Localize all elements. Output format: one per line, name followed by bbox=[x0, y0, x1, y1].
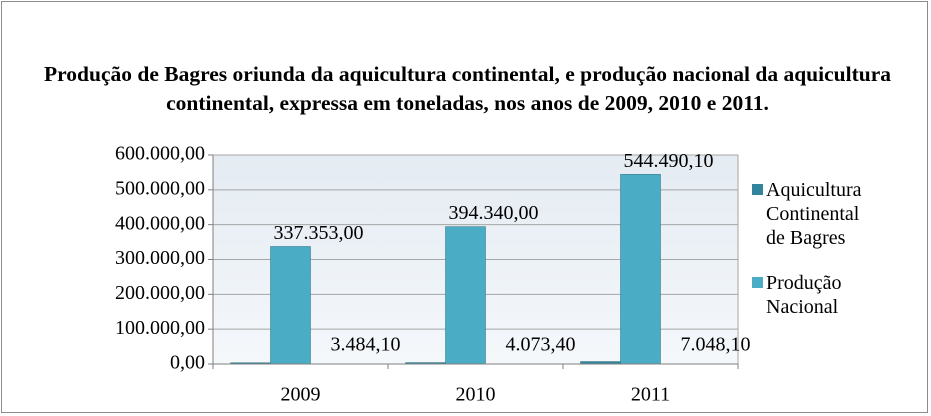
data-label: 394.340,00 bbox=[449, 202, 539, 224]
y-tick-label: 400.000,00 bbox=[115, 212, 205, 234]
bar bbox=[270, 246, 311, 365]
y-tick-label: 500.000,00 bbox=[115, 177, 205, 199]
data-label: 3.484,10 bbox=[331, 334, 401, 356]
legend-label: Produção Nacional bbox=[766, 272, 842, 318]
y-tick-label: 0,00 bbox=[170, 352, 205, 374]
data-label: 337.353,00 bbox=[274, 222, 364, 244]
bar bbox=[445, 226, 486, 365]
legend-swatch bbox=[752, 184, 763, 195]
y-tick-label: 300.000,00 bbox=[115, 247, 205, 269]
x-tick-label: 2010 bbox=[456, 384, 496, 406]
data-label: 4.073,40 bbox=[506, 334, 576, 356]
y-tick-label: 100.000,00 bbox=[115, 317, 205, 339]
bar bbox=[620, 174, 661, 365]
y-tick-label: 600.000,00 bbox=[115, 143, 205, 165]
data-label: 7.048,10 bbox=[681, 334, 751, 356]
chart-title: Produção de Bagres oriunda da aquicultur… bbox=[44, 62, 891, 115]
data-label: 544.490,10 bbox=[624, 150, 714, 172]
x-tick-label: 2011 bbox=[631, 384, 670, 406]
y-tick-label: 200.000,00 bbox=[115, 282, 205, 304]
x-tick-label: 2009 bbox=[281, 384, 321, 406]
legend-label: Aquicultura Continental de Bagres bbox=[766, 179, 862, 249]
legend-swatch bbox=[752, 277, 763, 288]
